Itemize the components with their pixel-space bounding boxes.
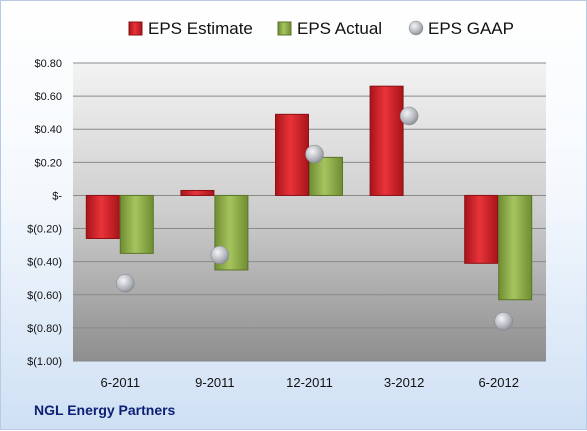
y-tick-label: $0.20 xyxy=(34,157,62,169)
eps-gaap-marker xyxy=(399,106,419,126)
y-tick-label: $(0.20) xyxy=(27,224,62,236)
legend-gaap-swatch xyxy=(408,20,424,36)
y-tick-label: $0.80 xyxy=(34,58,62,70)
x-axis-ticks: 6-2011 9-2011 12-2011 3-2012 6-2012 xyxy=(101,375,519,390)
eps-gaap-marker xyxy=(116,273,135,293)
y-tick-label: $0.40 xyxy=(34,124,62,136)
eps-gaap-marker xyxy=(494,312,513,331)
x-tick-label: 3-2012 xyxy=(384,375,424,390)
eps-estimate-bar xyxy=(464,194,499,264)
y-tick-label: $(0.80) xyxy=(27,323,62,335)
gaap-markers xyxy=(116,106,513,331)
legend-actual-swatch xyxy=(277,21,292,36)
x-tick-label: 6-2011 xyxy=(101,375,141,390)
y-tick-label: $- xyxy=(52,190,62,202)
eps-estimate-bar xyxy=(275,113,309,196)
y-axis-ticks: $0.80 $0.60 $0.40 $0.20 $- $(0.20) $(0.40) $(0.… xyxy=(27,58,62,368)
bars xyxy=(85,85,533,301)
legend: EPS Estimate EPS Actual EPS GAAP xyxy=(128,19,514,38)
eps-actual-bar xyxy=(309,156,343,196)
y-tick-label: $(1.00) xyxy=(27,356,62,368)
eps-estimate-bar xyxy=(180,189,215,196)
x-tick-label: 6-2012 xyxy=(478,375,518,390)
x-tick-label: 12-2011 xyxy=(286,375,333,390)
legend-label: EPS GAAP xyxy=(428,19,514,38)
eps-estimate-bar xyxy=(369,85,404,196)
eps-actual-bar xyxy=(119,194,154,254)
eps-gaap-marker xyxy=(210,245,230,265)
x-tick-label: 9-2011 xyxy=(195,375,235,390)
eps-actual-bar xyxy=(498,194,533,301)
legend-label: EPS Estimate xyxy=(148,19,253,38)
y-tick-label: $0.60 xyxy=(34,91,62,103)
eps-estimate-bar xyxy=(85,194,120,239)
legend-estimate-swatch xyxy=(128,21,143,36)
eps-gaap-marker xyxy=(305,144,324,164)
company-name: NGL Energy Partners xyxy=(34,402,176,418)
y-tick-label: $(0.60) xyxy=(27,290,62,302)
legend-label: EPS Actual xyxy=(297,19,382,38)
y-tick-label: $(0.40) xyxy=(27,257,62,269)
